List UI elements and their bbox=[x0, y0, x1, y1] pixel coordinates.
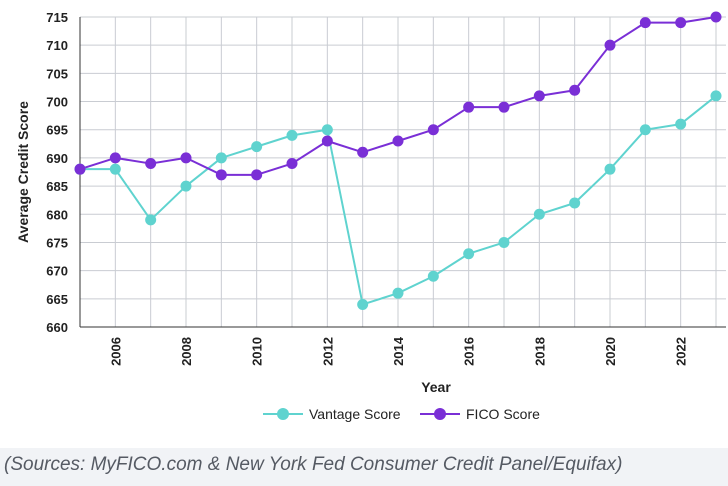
data-point-fico bbox=[74, 163, 86, 175]
data-point-vantage bbox=[639, 124, 651, 136]
data-point-fico bbox=[251, 169, 263, 181]
x-tick-label: 2006 bbox=[108, 337, 123, 366]
x-tick-label: 2016 bbox=[462, 337, 477, 366]
data-point-vantage bbox=[109, 163, 121, 175]
y-tick-label: 660 bbox=[46, 320, 68, 335]
data-point-vantage bbox=[710, 90, 722, 102]
x-tick-label: 2020 bbox=[603, 337, 618, 366]
data-point-fico bbox=[109, 152, 121, 164]
x-tick-labels: 2006 2008 2010 2012 2014 2016 2018 2020 2022 bbox=[108, 336, 688, 366]
data-point-fico bbox=[392, 135, 404, 147]
source-footer: (Sources: MyFICO.com & New York Fed Cons… bbox=[0, 448, 728, 486]
data-point-vantage bbox=[533, 208, 545, 220]
legend-label: Vantage Score bbox=[309, 406, 401, 422]
y-tick-label: 680 bbox=[46, 207, 68, 222]
y-tick-label: 685 bbox=[46, 179, 68, 194]
data-point-vantage bbox=[675, 118, 687, 130]
x-tick-label: 2010 bbox=[250, 337, 265, 366]
x-tick-label: 2014 bbox=[391, 336, 406, 366]
data-point-vantage bbox=[569, 197, 581, 209]
data-point-fico bbox=[604, 39, 616, 51]
data-point-vantage bbox=[427, 270, 439, 282]
legend: Vantage Score FICO Score bbox=[263, 406, 540, 422]
data-point-vantage bbox=[463, 248, 475, 260]
y-tick-label: 700 bbox=[46, 95, 68, 110]
data-point-vantage bbox=[286, 129, 298, 141]
data-point-fico bbox=[286, 158, 298, 170]
y-tick-label: 675 bbox=[46, 235, 68, 250]
x-tick-label: 2022 bbox=[674, 337, 689, 366]
data-point-fico bbox=[180, 152, 192, 164]
data-point-vantage bbox=[251, 141, 263, 153]
data-point-fico bbox=[321, 135, 333, 147]
x-axis-title: Year bbox=[421, 379, 451, 395]
data-point-fico bbox=[569, 84, 581, 96]
grid bbox=[79, 16, 726, 328]
data-point-vantage bbox=[604, 163, 616, 175]
y-tick-label: 705 bbox=[46, 66, 68, 81]
data-point-fico bbox=[215, 169, 227, 181]
y-tick-label: 695 bbox=[46, 123, 68, 138]
y-tick-label: 715 bbox=[46, 10, 68, 25]
data-point-vantage bbox=[215, 152, 227, 164]
data-point-vantage bbox=[498, 236, 510, 248]
legend-swatch-marker bbox=[277, 408, 289, 420]
y-tick-labels: 715 710 705 700 695 690 685 680 675 670 665 660 bbox=[46, 10, 68, 335]
data-point-vantage bbox=[145, 214, 157, 226]
y-tick-label: 690 bbox=[46, 151, 68, 166]
y-tick-label: 665 bbox=[46, 292, 68, 307]
data-point-fico bbox=[675, 17, 687, 29]
data-point-fico bbox=[533, 90, 545, 102]
x-tick-label: 2012 bbox=[320, 337, 335, 366]
y-axis-title: Average Credit Score bbox=[15, 101, 31, 243]
line-chart: 715 710 705 700 695 690 685 680 675 670 665 660 200… bbox=[15, 10, 726, 422]
data-point-fico bbox=[145, 158, 157, 170]
legend-item-vantage: Vantage Score bbox=[263, 406, 401, 422]
data-point-fico bbox=[710, 11, 722, 23]
series bbox=[74, 11, 722, 310]
y-tick-label: 670 bbox=[46, 264, 68, 279]
data-point-fico bbox=[639, 17, 651, 29]
data-point-fico bbox=[427, 124, 439, 136]
data-point-vantage bbox=[392, 287, 404, 299]
data-point-vantage bbox=[180, 180, 192, 192]
x-tick-label: 2018 bbox=[532, 337, 547, 366]
legend-swatch-marker bbox=[434, 408, 446, 420]
legend-item-fico: FICO Score bbox=[420, 406, 540, 422]
data-point-vantage bbox=[357, 298, 369, 310]
axes bbox=[79, 17, 726, 328]
data-point-fico bbox=[357, 146, 369, 158]
data-point-fico bbox=[463, 101, 475, 113]
x-tick-label: 2008 bbox=[179, 337, 194, 366]
legend-label: FICO Score bbox=[466, 406, 540, 422]
source-note: (Sources: MyFICO.com & New York Fed Cons… bbox=[4, 454, 623, 475]
data-point-vantage bbox=[321, 124, 333, 136]
y-tick-label: 710 bbox=[46, 38, 68, 53]
data-point-fico bbox=[498, 101, 510, 113]
